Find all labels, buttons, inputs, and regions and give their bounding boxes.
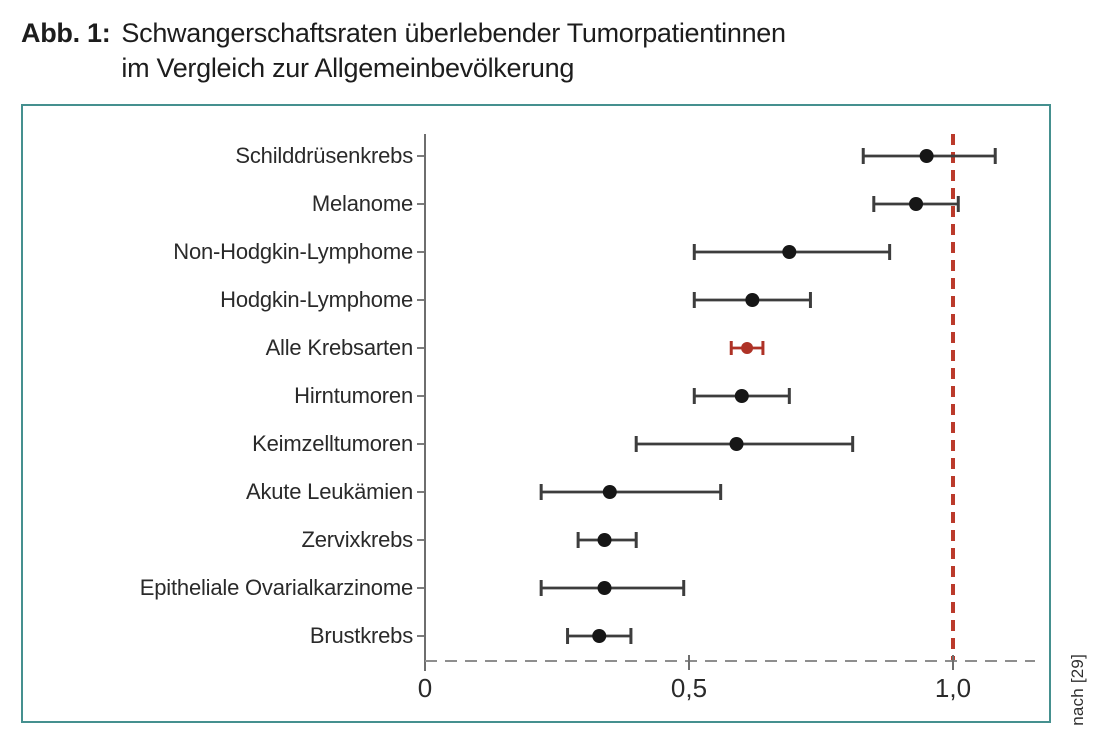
category-label: Hodgkin-Lymphome bbox=[220, 287, 413, 312]
x-tick-label: 0 bbox=[418, 673, 432, 703]
figure-title-line1: Schwangerschaftsraten überlebender Tumor… bbox=[121, 18, 786, 48]
point-marker bbox=[729, 437, 744, 451]
forest-plot: 0 0,5 1,0 bbox=[417, 134, 1035, 703]
chart-panel: 0 0,5 1,0 Schilddrüsenkrebs Melanome Non-Hod… bbox=[21, 104, 1051, 723]
point-marker bbox=[741, 342, 754, 354]
x-tick-label: 0,5 bbox=[671, 673, 707, 703]
category-label: Schilddrüsenkrebs bbox=[235, 143, 413, 168]
point-marker bbox=[602, 485, 617, 499]
point-marker bbox=[909, 197, 924, 211]
category-label: Epitheliale Ovarialkarzinome bbox=[139, 575, 413, 600]
point-marker bbox=[597, 581, 612, 595]
category-label: Non-Hodgkin-Lymphome bbox=[173, 239, 413, 264]
figure-title-line2: im Vergleich zur Allgemeinbevölkerung bbox=[121, 53, 575, 83]
point-marker bbox=[734, 389, 749, 403]
category-label: Zervixkrebs bbox=[301, 527, 414, 552]
figure-title: Abb. 1: Schwangerschaftsraten überlebend… bbox=[21, 16, 786, 86]
point-marker bbox=[592, 629, 607, 643]
category-label: Hirntumoren bbox=[294, 383, 413, 408]
category-label: Alle Krebsarten bbox=[265, 335, 414, 360]
source-note: nach [29] bbox=[1068, 654, 1087, 726]
x-tick-label: 1,0 bbox=[935, 673, 971, 703]
figure-title-text: Schwangerschaftsraten überlebender Tumor… bbox=[121, 16, 786, 86]
point-marker bbox=[597, 533, 612, 547]
point-marker bbox=[745, 293, 760, 307]
figure-number-label: Abb. 1: bbox=[21, 18, 111, 48]
category-label: Akute Leukämien bbox=[246, 479, 413, 504]
point-marker bbox=[782, 245, 797, 259]
category-label: Melanome bbox=[311, 191, 413, 216]
category-label: Brustkrebs bbox=[309, 623, 413, 648]
point-marker bbox=[919, 149, 934, 163]
category-label: Keimzelltumoren bbox=[252, 431, 413, 456]
